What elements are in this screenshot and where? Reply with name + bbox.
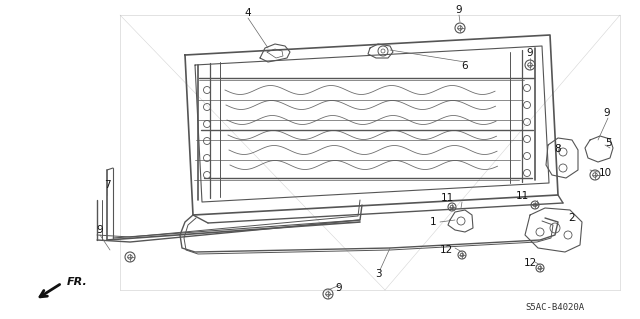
Text: 11: 11 [440,193,454,203]
Text: 6: 6 [461,61,468,71]
Text: 12: 12 [440,245,452,255]
Text: 9: 9 [527,48,533,58]
Text: 12: 12 [524,258,536,268]
Text: 11: 11 [515,191,529,201]
Text: 9: 9 [336,283,342,293]
Text: 9: 9 [97,225,103,235]
Text: 9: 9 [604,108,611,118]
Text: 2: 2 [569,213,575,223]
Text: 4: 4 [244,8,252,18]
Text: S5AC-B4020A: S5AC-B4020A [525,303,584,313]
Text: 7: 7 [104,180,110,190]
Text: 8: 8 [555,144,561,154]
Text: 10: 10 [598,168,612,178]
Text: 3: 3 [374,269,381,279]
Text: 1: 1 [429,217,436,227]
Text: FR.: FR. [67,277,88,287]
Text: 5: 5 [605,138,611,148]
Text: 9: 9 [456,5,462,15]
